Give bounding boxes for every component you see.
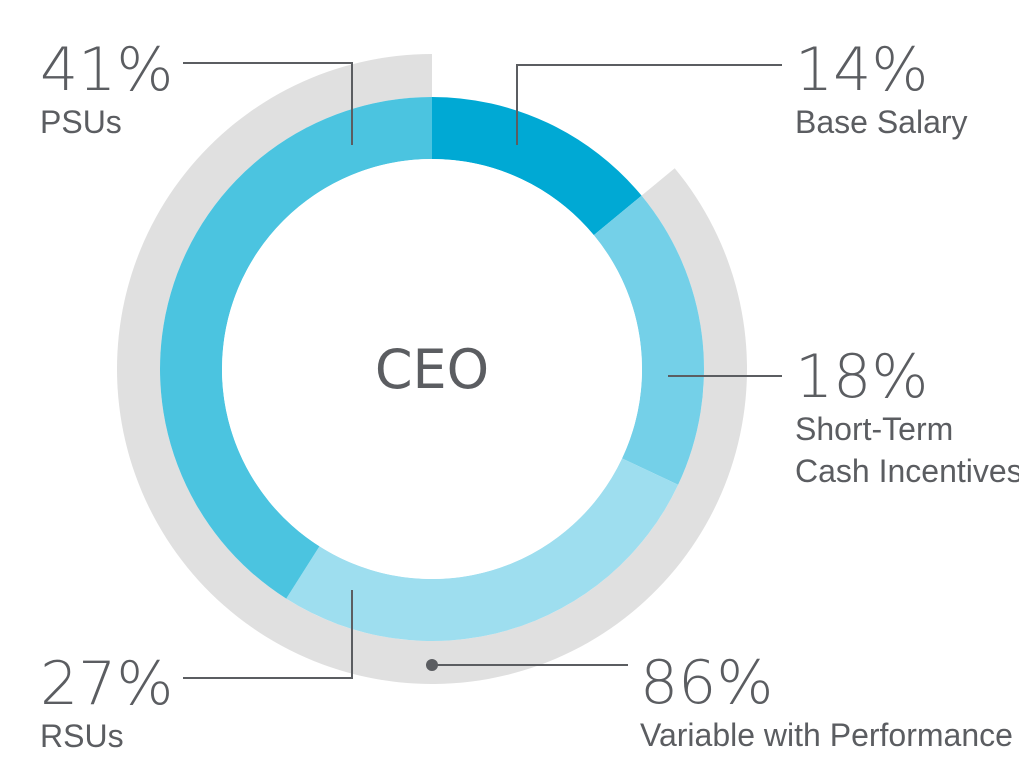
donut-slice-0 (432, 97, 642, 236)
donut-hole (222, 159, 642, 579)
donut-slice-1 (593, 195, 704, 485)
donut-slice-2 (286, 458, 679, 641)
slice-3-label-0: PSUs (40, 104, 122, 140)
slice-2-percent: 27% (40, 649, 173, 719)
donut-slice-3 (160, 97, 432, 599)
variable-label-0: Variable with Performance (640, 717, 1013, 753)
leader-line-0 (516, 64, 782, 145)
slice-1-label-0: Short-Term (795, 411, 953, 447)
slice-0-label-0: Base Salary (795, 104, 968, 140)
variable-percent: 86% (640, 648, 773, 718)
leader-line-3 (183, 62, 353, 145)
slice-1-percent: 18% (795, 342, 928, 412)
slice-2-label-0: RSUs (40, 718, 124, 754)
center-label: CEO (375, 338, 489, 401)
slice-1-label-1: Cash Incentives (795, 453, 1019, 489)
slice-3-percent: 41% (40, 35, 173, 105)
slice-0-percent: 14% (795, 35, 928, 105)
leader-line-2 (183, 590, 353, 679)
